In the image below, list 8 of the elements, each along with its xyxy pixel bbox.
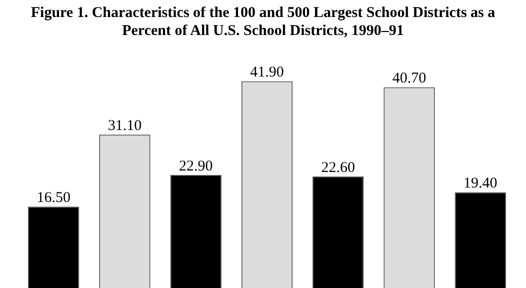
data-label: 16.50: [36, 190, 70, 206]
data-label: 31.10: [108, 118, 142, 134]
data-label: 22.60: [321, 160, 356, 176]
data-label: 40.70: [392, 70, 426, 87]
data-label: 22.90: [178, 158, 213, 174]
data-label: 41.90: [250, 64, 284, 81]
chart-title: Figure 1. Characteristics of the 100 and 500 Largest School Districts as a Percent of All U.S. School Districts, 1990–91: [30, 4, 496, 41]
data-label: 19.40: [464, 176, 498, 192]
